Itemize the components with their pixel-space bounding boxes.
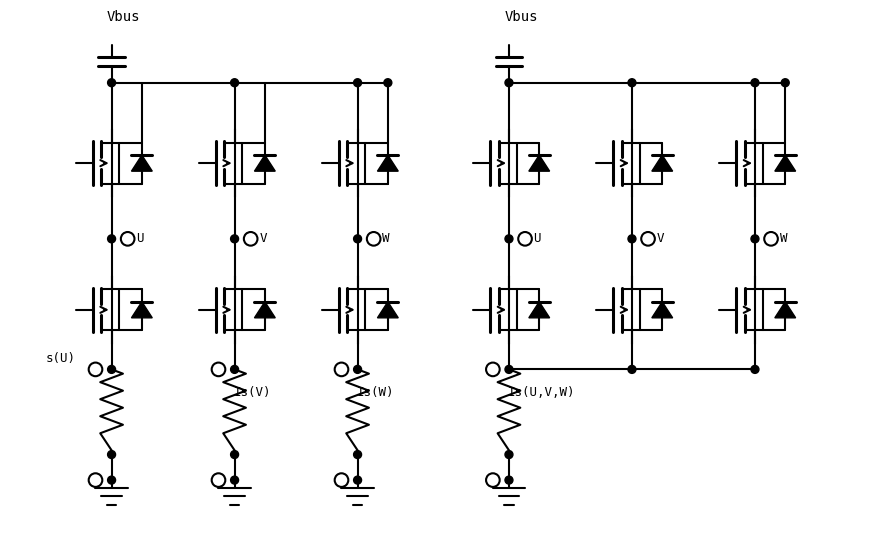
Polygon shape — [529, 302, 549, 318]
Polygon shape — [652, 155, 673, 171]
Circle shape — [230, 235, 238, 243]
Text: Is(V): Is(V) — [234, 386, 272, 399]
Circle shape — [212, 363, 225, 376]
Circle shape — [230, 79, 238, 87]
Polygon shape — [254, 302, 275, 318]
Text: Vbus: Vbus — [505, 10, 538, 24]
Text: V: V — [656, 233, 664, 246]
Circle shape — [335, 473, 349, 487]
Polygon shape — [131, 155, 152, 171]
Circle shape — [354, 365, 362, 373]
Polygon shape — [131, 302, 152, 318]
Text: U: U — [136, 233, 144, 246]
Circle shape — [505, 79, 513, 87]
Circle shape — [108, 450, 116, 459]
Circle shape — [354, 79, 362, 87]
Circle shape — [230, 450, 238, 459]
Polygon shape — [775, 302, 795, 318]
Polygon shape — [254, 155, 275, 171]
Circle shape — [751, 79, 759, 87]
Text: W: W — [382, 233, 390, 246]
Text: Is(W): Is(W) — [357, 386, 394, 399]
Polygon shape — [529, 155, 549, 171]
Circle shape — [505, 450, 513, 459]
Text: W: W — [780, 233, 787, 246]
Circle shape — [505, 235, 513, 243]
Circle shape — [230, 476, 238, 484]
Circle shape — [88, 473, 102, 487]
Circle shape — [751, 365, 759, 373]
Circle shape — [108, 235, 116, 243]
Text: Vbus: Vbus — [107, 10, 140, 24]
Circle shape — [354, 476, 362, 484]
Circle shape — [486, 473, 499, 487]
Circle shape — [764, 232, 778, 246]
Text: V: V — [259, 233, 266, 246]
Circle shape — [354, 450, 362, 459]
Circle shape — [781, 79, 789, 87]
Circle shape — [354, 235, 362, 243]
Circle shape — [88, 363, 102, 376]
Circle shape — [486, 363, 499, 376]
Circle shape — [505, 365, 513, 373]
Polygon shape — [775, 155, 795, 171]
Polygon shape — [378, 302, 399, 318]
Circle shape — [628, 365, 636, 373]
Circle shape — [108, 365, 116, 373]
Circle shape — [335, 363, 349, 376]
Text: Is(U,V,W): Is(U,V,W) — [508, 386, 576, 399]
Circle shape — [628, 79, 636, 87]
Circle shape — [367, 232, 380, 246]
Circle shape — [108, 79, 116, 87]
Polygon shape — [378, 155, 399, 171]
Circle shape — [212, 473, 225, 487]
Circle shape — [519, 232, 532, 246]
Text: U: U — [533, 233, 541, 246]
Circle shape — [505, 476, 513, 484]
Circle shape — [751, 235, 759, 243]
Circle shape — [641, 232, 655, 246]
Circle shape — [108, 476, 116, 484]
Circle shape — [244, 232, 258, 246]
Text: s(U): s(U) — [46, 352, 75, 365]
Circle shape — [230, 365, 238, 373]
Polygon shape — [652, 302, 673, 318]
Circle shape — [628, 235, 636, 243]
Circle shape — [384, 79, 392, 87]
Circle shape — [121, 232, 135, 246]
